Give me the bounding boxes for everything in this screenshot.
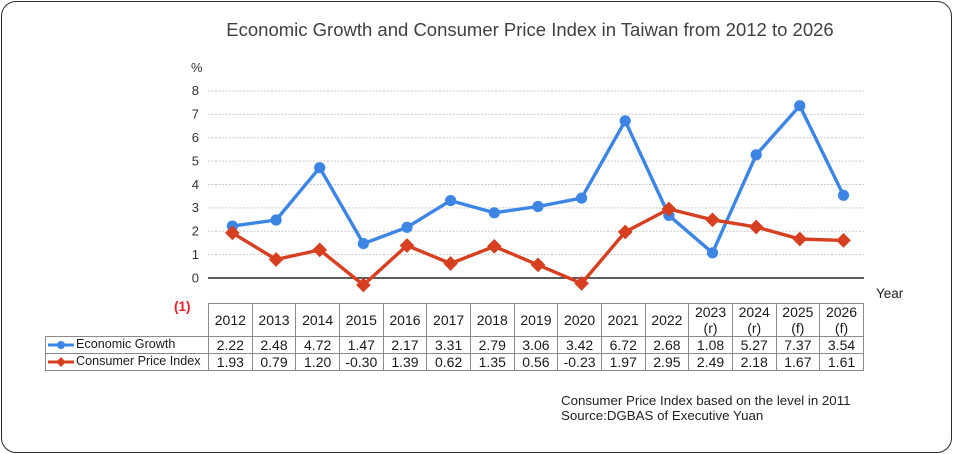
svg-text:%: %	[191, 60, 203, 75]
svg-text:2: 2	[192, 224, 199, 239]
svg-text:0: 0	[192, 271, 199, 286]
svg-text:5: 5	[192, 154, 199, 169]
svg-text:6: 6	[192, 130, 199, 145]
svg-text:Year: Year	[876, 286, 904, 301]
svg-text:7: 7	[192, 107, 199, 122]
svg-text:1: 1	[192, 247, 199, 262]
svg-text:4: 4	[192, 177, 199, 192]
svg-text:3: 3	[192, 200, 199, 215]
svg-text:8: 8	[192, 83, 199, 98]
